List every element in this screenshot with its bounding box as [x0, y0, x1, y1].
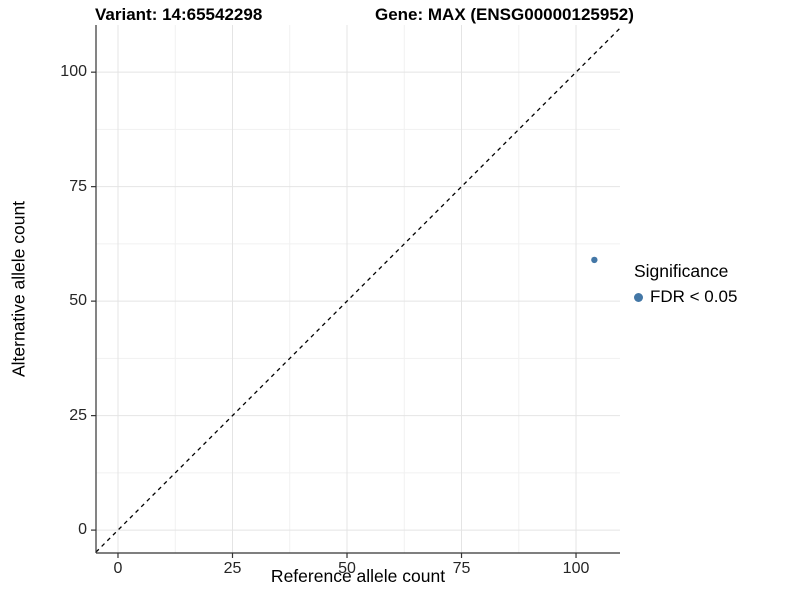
x-tick-label: 100 — [562, 560, 590, 577]
plot-title-gene: Gene: MAX (ENSG00000125952) — [375, 5, 634, 24]
y-tick-label: 0 — [78, 521, 87, 539]
legend-item: FDR < 0.05 — [634, 287, 737, 307]
y-tick-label: 75 — [69, 177, 87, 195]
legend-title: Significance — [634, 261, 729, 281]
x-axis-label: Reference allele count — [270, 566, 446, 586]
x-tick-label: 50 — [338, 560, 356, 577]
y-tick-label: 25 — [69, 406, 87, 424]
y-axis-label: Alternative allele count — [8, 200, 29, 378]
y-tick-label: 50 — [69, 292, 87, 310]
x-tick-label: 25 — [223, 560, 242, 577]
legend-item-label: FDR < 0.05 — [650, 287, 738, 306]
y-tick-label: 100 — [60, 63, 87, 81]
legend: Significance FDR < 0.05 — [634, 261, 737, 307]
data-point — [591, 256, 598, 264]
identity-line — [96, 27, 620, 553]
x-tick-label: 75 — [452, 560, 471, 577]
x-tick-label: 0 — [113, 560, 123, 577]
plot-title-variant: Variant: 14:65542298 — [95, 5, 263, 24]
legend-point-icon — [634, 292, 643, 302]
